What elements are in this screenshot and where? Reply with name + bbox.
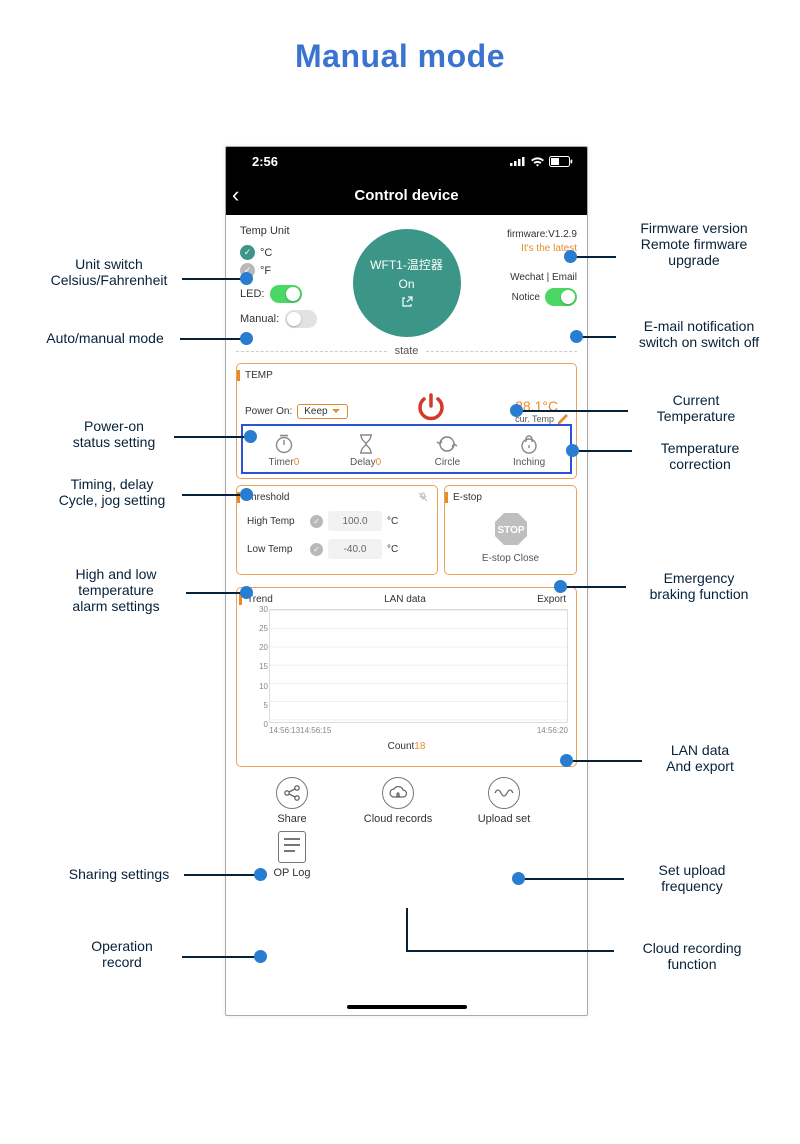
status-icons [510, 156, 573, 167]
check-icon: ✓ [310, 515, 323, 528]
temp-unit-label: Temp Unit [236, 225, 326, 237]
current-temp-label[interactable]: cur. Temp [515, 414, 568, 425]
callout-manual: Auto/manual mode [30, 330, 180, 346]
svg-text:STOP: STOP [497, 525, 524, 536]
callout-unit: Unit switchCelsius/Fahrenheit [34, 256, 184, 288]
timer-button[interactable]: Timer0 [254, 433, 314, 468]
stop-button[interactable]: STOP [493, 511, 529, 547]
lock-icon [518, 433, 540, 455]
count-row: Count18 [245, 741, 568, 752]
delay-button[interactable]: Delay0 [336, 433, 396, 468]
callout-lan: LAN dataAnd export [640, 742, 760, 774]
timing-icon-strip: Timer0 Delay0 Circle Inching [241, 424, 572, 474]
home-indicator[interactable] [347, 1005, 467, 1009]
lan-data-tab[interactable]: LAN data [384, 594, 426, 605]
callout-poweron: Power-onstatus setting [54, 418, 174, 450]
content-area: Temp Unit ✓ °C ✓ °F LED: Manual: [226, 215, 587, 879]
cloud-icon [382, 777, 414, 809]
external-link-icon [401, 296, 413, 311]
callout-timing: Timing, delayCycle, jog setting [42, 476, 182, 508]
check-icon: ✓ [240, 245, 255, 260]
callout-share: Sharing settings [54, 866, 184, 882]
bottom-icons: Share Cloud records Upload set OP Log [236, 777, 577, 879]
manual-toggle[interactable] [285, 310, 317, 328]
upload-icon [488, 777, 520, 809]
mute-icon[interactable] [417, 492, 429, 507]
device-state: On [398, 277, 414, 291]
status-time: 2:56 [252, 154, 278, 169]
nav-title: Control device [354, 187, 458, 204]
chevron-down-icon [331, 406, 341, 416]
high-temp-row[interactable]: High Temp ✓ 100.0 °C [247, 511, 429, 531]
led-label: LED: [240, 288, 264, 300]
fahrenheit-radio[interactable]: ✓ °F [240, 263, 326, 278]
log-icon [278, 831, 306, 863]
temp-panel-title: TEMP [245, 370, 568, 381]
callout-upload: Set uploadfrequency [622, 862, 762, 894]
cycle-icon [436, 433, 458, 455]
nav-bar: ‹ Control device [226, 175, 587, 215]
callout-firmware: Firmware versionRemote firmwareupgrade [614, 220, 774, 268]
y-axis-labels: 302520151050 [246, 605, 268, 729]
callout-curtemp: CurrentTemperature [626, 392, 766, 424]
celsius-radio[interactable]: ✓ °C [240, 245, 326, 260]
callout-cloud: Cloud recordingfunction [612, 940, 772, 972]
wechat-email-label[interactable]: Wechat | Email [487, 272, 577, 283]
check-icon: ✓ [310, 543, 323, 556]
edit-icon [557, 414, 568, 425]
fahrenheit-label: °F [260, 265, 271, 277]
high-temp-input[interactable]: 100.0 [328, 511, 382, 531]
led-toggle[interactable] [270, 285, 302, 303]
export-tab[interactable]: Export [537, 594, 566, 605]
inching-button[interactable]: Inching [499, 433, 559, 468]
low-temp-input[interactable]: -40.0 [328, 539, 382, 559]
back-chevron-icon[interactable]: ‹ [232, 182, 239, 208]
trend-chart[interactable]: 302520151050 [269, 609, 568, 723]
state-divider: state [236, 345, 577, 357]
page-title: Manual mode [0, 38, 800, 75]
temp-panel: TEMP Power On: Keep 28.1°C cur. Temp [236, 363, 577, 479]
status-bar: 2:56 [226, 147, 587, 175]
upload-set-button[interactable]: Upload set [454, 777, 554, 825]
x-axis-labels: 14:56:1314:56:1514:56:20 [269, 726, 568, 735]
notice-toggle[interactable] [545, 288, 577, 306]
notice-label: Notice [512, 292, 540, 303]
power-on-setting[interactable]: Power On: Keep [245, 404, 348, 419]
firmware-status: It's the latest [487, 243, 577, 254]
low-temp-row[interactable]: Low Temp ✓ -40.0 °C [247, 539, 429, 559]
callout-tempcorr: Temperaturecorrection [630, 440, 770, 472]
trend-panel: Trend LAN data Export 302520151050 14:56… [236, 587, 577, 767]
threshold-panel: Threshold High Temp ✓ 100.0 °C Low Temp … [236, 485, 438, 575]
callout-threshold: High and lowtemperaturealarm settings [46, 566, 186, 614]
circle-button[interactable]: Circle [417, 433, 477, 468]
device-circle[interactable]: WFT1-温控器 On [353, 229, 461, 337]
share-button[interactable]: Share [242, 777, 342, 825]
firmware-version[interactable]: firmware:V1.2.9 [487, 229, 577, 240]
estop-panel: E-stop STOP E-stop Close [444, 485, 577, 575]
share-icon [276, 777, 308, 809]
callout-oplog: Operationrecord [62, 938, 182, 970]
celsius-label: °C [260, 247, 272, 259]
threshold-title: Threshold [245, 492, 429, 503]
power-on-select[interactable]: Keep [297, 404, 347, 419]
hourglass-icon [355, 433, 377, 455]
callout-estop: Emergencybraking function [624, 570, 774, 602]
device-name: WFT1-温控器 [370, 256, 443, 273]
power-on-label: Power On: [245, 406, 292, 417]
firmware-block: firmware:V1.2.9 It's the latest Wechat |… [487, 225, 577, 337]
manual-label: Manual: [240, 313, 279, 325]
timer-icon [273, 433, 295, 455]
callout-email: E-mail notificationswitch on switch off [614, 318, 784, 350]
phone-frame: 2:56 ‹ Control device Temp Unit ✓ °C ✓ °… [225, 146, 588, 1016]
estop-label: E-stop Close [453, 553, 568, 564]
estop-title: E-stop [453, 492, 568, 503]
cloud-records-button[interactable]: Cloud records [348, 777, 448, 825]
